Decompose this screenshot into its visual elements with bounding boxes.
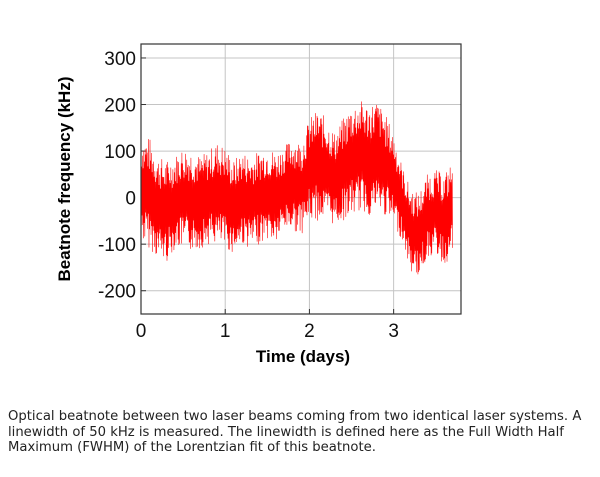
plot-frame (140, 43, 462, 315)
x-tick-label: 1 (220, 321, 231, 342)
y-tick-label: 300 (104, 49, 136, 70)
figure-caption: Optical beatnote between two laser beams… (8, 409, 582, 455)
x-axis-title: Time (days) (256, 347, 350, 366)
beatnote-chart: 300 200 100 0 -100 -200 0 1 2 3 Time (days) Beat… (55, 43, 462, 366)
x-tick-labels: 0 1 2 3 (136, 321, 399, 342)
x-tick-label: 0 (136, 321, 147, 342)
y-tick-labels: 300 200 100 0 -100 -200 (98, 49, 136, 303)
y-tick-label: 100 (104, 142, 136, 163)
x-tick-label: 3 (388, 321, 399, 342)
y-tick-label: 0 (125, 189, 136, 210)
series-line (140, 101, 453, 275)
y-tick-label: -100 (98, 235, 136, 256)
y-axis-title: Beatnote frequency (kHz) (55, 77, 74, 282)
chart-series-group (140, 101, 453, 275)
x-tick-label: 2 (304, 321, 315, 342)
y-tick-label: 200 (104, 96, 136, 117)
y-tick-label: -200 (98, 282, 136, 303)
